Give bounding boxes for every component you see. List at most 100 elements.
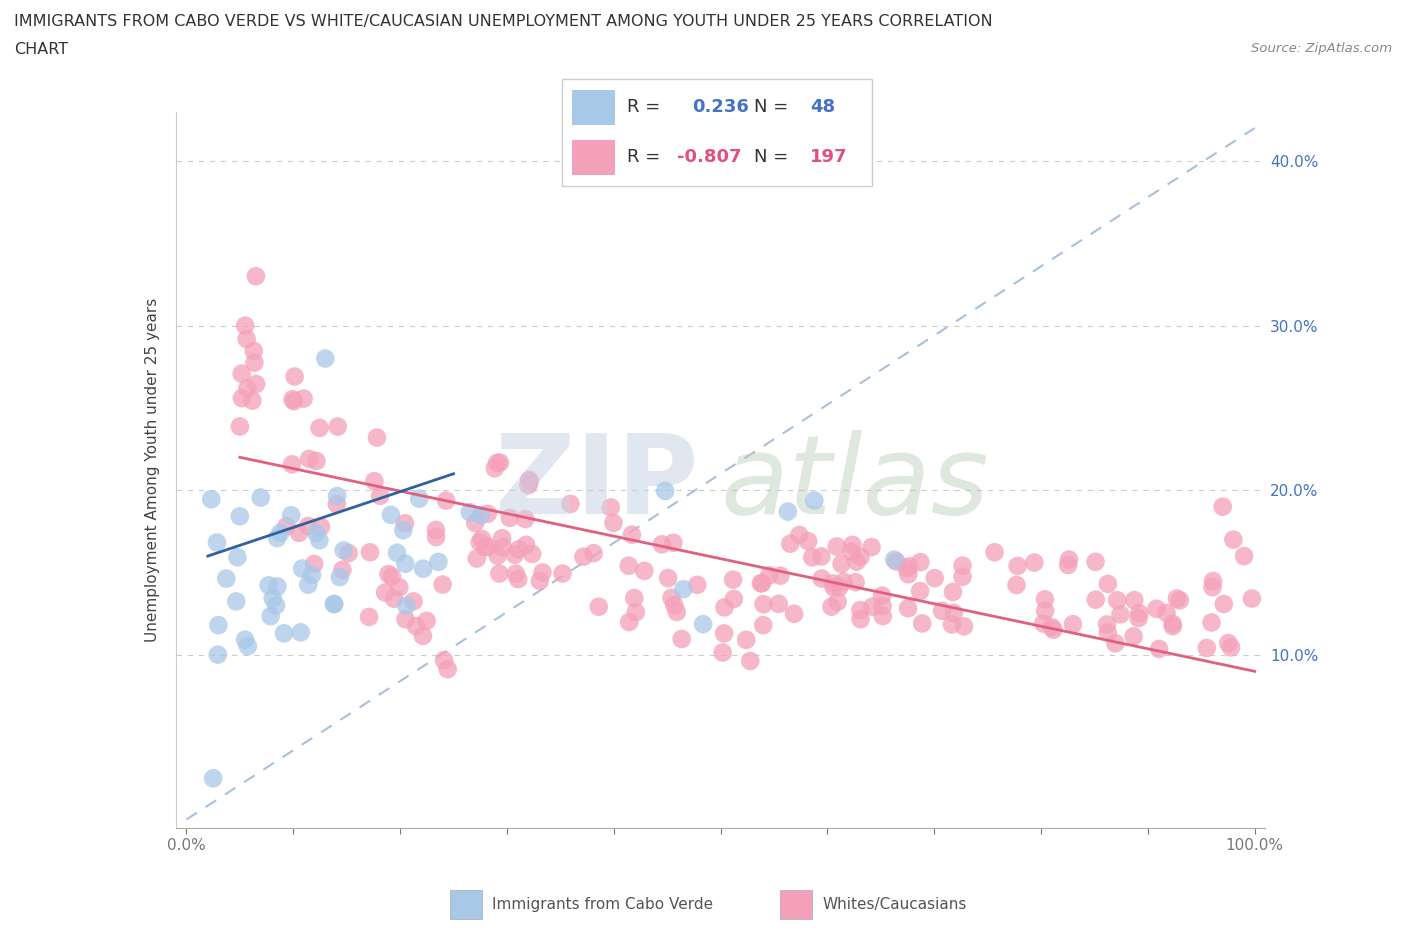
Point: [1222, 532, 1244, 547]
Y-axis label: Unemployment Among Youth under 25 years: Unemployment Among Youth under 25 years: [145, 298, 160, 642]
Point: [412, 561, 434, 576]
Point: [515, 538, 537, 552]
Point: [326, 419, 349, 434]
Point: [752, 618, 775, 632]
Point: [686, 578, 709, 592]
Text: 48: 48: [810, 98, 835, 116]
Point: [499, 511, 522, 525]
Point: [280, 508, 302, 523]
Text: Immigrants from Cabo Verde: Immigrants from Cabo Verde: [492, 897, 713, 912]
Point: [844, 575, 866, 590]
Point: [202, 771, 225, 786]
Point: [1168, 593, 1191, 608]
Text: atlas: atlas: [721, 431, 990, 538]
Point: [488, 566, 510, 581]
Point: [359, 545, 381, 560]
Point: [394, 516, 416, 531]
Point: [1033, 591, 1056, 606]
Bar: [780, 890, 813, 919]
Point: [226, 550, 249, 565]
Point: [269, 525, 291, 540]
Point: [458, 505, 481, 520]
Point: [721, 572, 744, 587]
Point: [841, 538, 863, 552]
Point: [1122, 629, 1144, 644]
Point: [505, 566, 527, 581]
Point: [374, 585, 396, 600]
Point: [266, 531, 288, 546]
Point: [908, 584, 931, 599]
Point: [911, 616, 934, 631]
Point: [572, 550, 595, 565]
Point: [503, 547, 526, 562]
Text: R =: R =: [627, 148, 666, 166]
Point: [329, 570, 352, 585]
Point: [1123, 592, 1146, 607]
Point: [1233, 549, 1256, 564]
Point: [281, 457, 304, 472]
Point: [1195, 641, 1218, 656]
Point: [671, 631, 693, 646]
Point: [713, 600, 735, 615]
Point: [623, 591, 645, 605]
Point: [758, 568, 780, 583]
Point: [529, 574, 551, 589]
Point: [357, 609, 380, 624]
Point: [740, 654, 762, 669]
Point: [1218, 635, 1240, 650]
Point: [1057, 558, 1080, 573]
Point: [395, 598, 418, 613]
Point: [231, 366, 253, 381]
Point: [522, 547, 544, 562]
Point: [229, 509, 252, 524]
Point: [337, 546, 360, 561]
Point: [229, 419, 252, 434]
Point: [952, 558, 974, 573]
Point: [897, 601, 920, 616]
Point: [517, 478, 540, 493]
Text: 0.236: 0.236: [692, 98, 749, 116]
Point: [519, 473, 541, 488]
Point: [283, 393, 305, 408]
Point: [872, 608, 894, 623]
Point: [849, 550, 872, 565]
Point: [769, 568, 792, 583]
Point: [291, 561, 314, 576]
Point: [491, 531, 513, 546]
Point: [292, 392, 315, 406]
Point: [326, 488, 349, 503]
Point: [825, 539, 848, 554]
Point: [290, 625, 312, 640]
Point: [381, 569, 404, 584]
Point: [366, 431, 388, 445]
Point: [582, 546, 605, 561]
Point: [827, 594, 849, 609]
Point: [240, 393, 263, 408]
Point: [380, 508, 402, 523]
Point: [415, 614, 437, 629]
Point: [1007, 559, 1029, 574]
Text: IMMIGRANTS FROM CABO VERDE VS WHITE/CAUCASIAN UNEMPLOYMENT AMONG YOUTH UNDER 25 : IMMIGRANTS FROM CABO VERDE VS WHITE/CAUC…: [14, 14, 993, 29]
Point: [931, 604, 953, 618]
Point: [245, 377, 267, 392]
Point: [1128, 611, 1150, 626]
Point: [1161, 618, 1184, 633]
Point: [657, 571, 679, 586]
Point: [314, 352, 336, 366]
Point: [1212, 596, 1234, 611]
Point: [1042, 622, 1064, 637]
Point: [382, 591, 405, 606]
Point: [432, 578, 454, 592]
Point: [952, 569, 974, 584]
Point: [860, 539, 883, 554]
Point: [828, 579, 851, 594]
Point: [236, 639, 259, 654]
Point: [1040, 619, 1063, 634]
Point: [749, 576, 772, 591]
Point: [1128, 605, 1150, 620]
Text: -0.807: -0.807: [676, 148, 741, 166]
Point: [924, 571, 946, 586]
Point: [942, 585, 965, 600]
Point: [752, 597, 775, 612]
Point: [308, 533, 330, 548]
